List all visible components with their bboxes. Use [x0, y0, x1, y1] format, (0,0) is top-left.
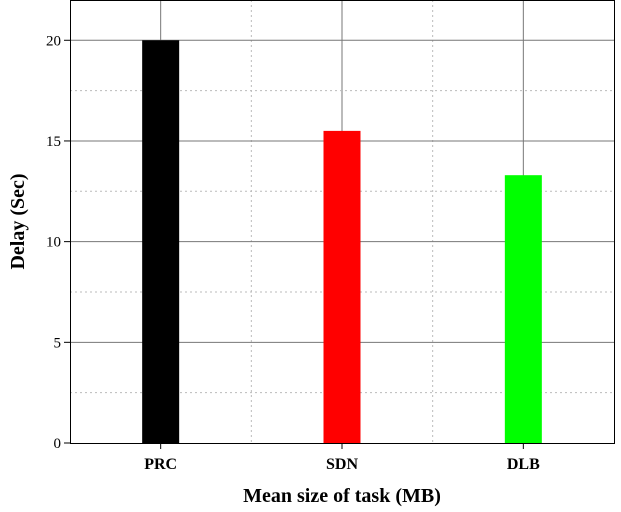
y-tick-label: 5 [54, 335, 62, 351]
bar-sdn [323, 130, 361, 444]
y-tick-label: 10 [46, 235, 61, 251]
bar-prc [142, 40, 180, 443]
y-tick-label: 20 [46, 33, 61, 49]
ticks-layer [64, 39, 524, 449]
y-tick-label: 0 [54, 436, 62, 452]
y-tick-label: 15 [46, 134, 61, 150]
bar-dlb [504, 175, 542, 443]
x-tick-label-dlb: DLB [507, 456, 540, 473]
x-axis-title: Mean size of task (MB) [243, 485, 441, 507]
y-axis-title: Delay (Sec) [7, 173, 29, 269]
x-tick-label-prc: PRC [144, 456, 177, 473]
bars-layer [142, 40, 542, 444]
labels-layer: 0 5 10 15 20 PRC SDN DLB [46, 33, 540, 473]
x-tick-label-sdn: SDN [326, 456, 358, 473]
